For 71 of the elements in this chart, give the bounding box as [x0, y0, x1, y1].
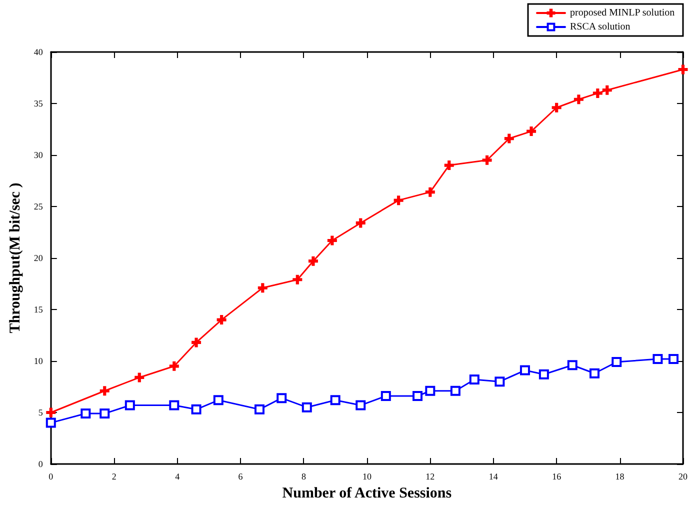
point — [356, 400, 366, 410]
point — [258, 283, 268, 293]
point — [308, 256, 318, 266]
point — [552, 102, 562, 112]
point — [216, 315, 226, 325]
point — [327, 236, 337, 246]
point — [302, 402, 312, 412]
y-tick-label: 40 — [34, 47, 44, 57]
point — [292, 274, 302, 284]
point — [668, 354, 679, 364]
point — [592, 88, 602, 98]
x-tick-label: 14 — [488, 472, 498, 482]
point — [380, 391, 391, 402]
point — [504, 134, 514, 144]
y-tick-label: 0 — [38, 459, 44, 469]
point — [590, 368, 600, 378]
point — [124, 400, 135, 410]
point — [169, 400, 180, 410]
x-tick-label: 6 — [238, 472, 244, 482]
x-tick-label: 0 — [48, 472, 54, 482]
point — [538, 369, 549, 380]
y-tick-label: 5 — [38, 408, 44, 418]
y-tick-label: 35 — [34, 98, 44, 108]
point — [678, 64, 688, 74]
y-tick-label: 15 — [34, 304, 44, 314]
y-tick-label: 25 — [34, 202, 44, 212]
point — [444, 160, 454, 170]
point — [520, 365, 530, 376]
point — [425, 386, 436, 396]
point — [213, 395, 224, 406]
x-tick-label: 20 — [678, 472, 688, 482]
point — [46, 418, 56, 428]
point — [191, 404, 202, 414]
y-tick-label: 10 — [34, 356, 44, 366]
y-tick-label: 30 — [34, 150, 44, 160]
legend-label: RSCA solution — [570, 22, 630, 32]
x-tick-label: 18 — [615, 472, 625, 482]
point — [425, 187, 435, 197]
point — [412, 391, 423, 402]
point — [482, 155, 492, 165]
point — [450, 386, 460, 396]
point — [494, 376, 505, 387]
point — [394, 196, 404, 206]
point — [526, 126, 536, 136]
point — [330, 395, 340, 406]
point — [652, 354, 663, 364]
point — [612, 357, 622, 368]
x-axis-title: Number of Active Sessions — [282, 486, 452, 502]
y-tick-label: 20 — [34, 253, 44, 263]
legend-label: proposed MINLP solution — [570, 8, 675, 18]
point — [100, 386, 110, 396]
point — [80, 408, 91, 419]
point — [574, 94, 584, 104]
x-tick-label: 10 — [362, 472, 372, 482]
point — [46, 408, 56, 418]
x-tick-label: 2 — [112, 472, 116, 482]
point — [469, 374, 480, 385]
y-axis-title: Throughput(M bit/sec ) — [8, 182, 24, 334]
point — [192, 338, 202, 348]
x-tick-label: 12 — [426, 472, 435, 482]
x-tick-label: 16 — [552, 472, 562, 482]
point — [276, 393, 287, 404]
point — [254, 404, 264, 414]
point — [169, 361, 179, 371]
x-tick-label: 4 — [175, 472, 180, 482]
point — [602, 85, 612, 95]
point — [134, 372, 144, 382]
point — [356, 218, 366, 228]
point — [100, 408, 110, 419]
x-tick-label: 8 — [301, 472, 306, 482]
point — [567, 360, 578, 370]
